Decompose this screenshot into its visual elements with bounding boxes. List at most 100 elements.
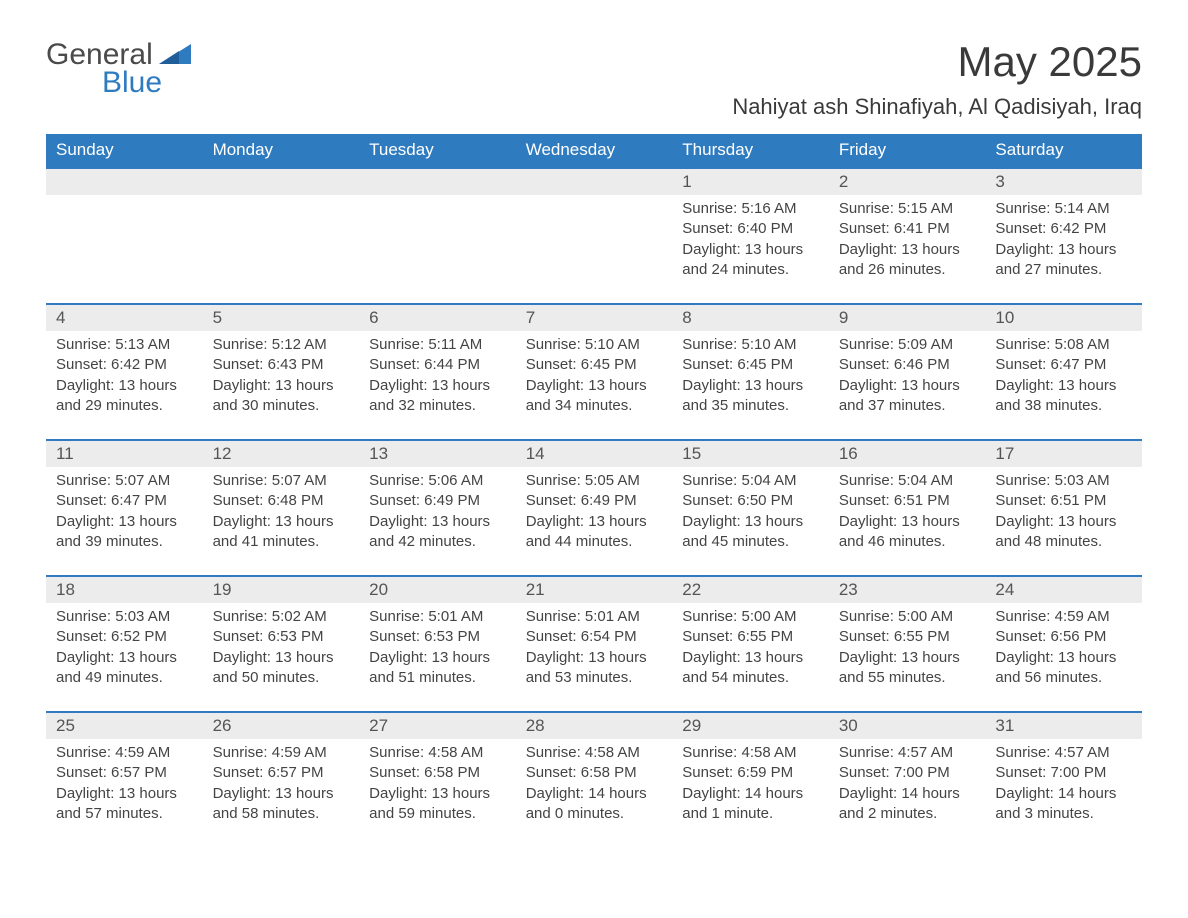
day-cell: Sunrise: 5:10 AMSunset: 6:45 PMDaylight:… — [672, 331, 829, 439]
day-detail-line: Sunset: 6:48 PM — [213, 491, 350, 511]
day-number: 31 — [985, 713, 1142, 739]
weekday-label: Sunday — [46, 134, 203, 167]
day-detail-line: and 59 minutes. — [369, 804, 506, 824]
day-detail-line: Sunset: 6:54 PM — [526, 627, 663, 647]
day-number: 6 — [359, 305, 516, 331]
day-cell: Sunrise: 5:00 AMSunset: 6:55 PMDaylight:… — [829, 603, 986, 711]
day-detail-line: Daylight: 13 hours — [213, 512, 350, 532]
day-cell — [203, 195, 360, 303]
day-detail-line: Sunset: 6:58 PM — [526, 763, 663, 783]
day-detail-line: and 42 minutes. — [369, 532, 506, 552]
day-number: 7 — [516, 305, 673, 331]
day-detail-line: and 50 minutes. — [213, 668, 350, 688]
day-detail-line: and 24 minutes. — [682, 260, 819, 280]
day-cell: Sunrise: 5:06 AMSunset: 6:49 PMDaylight:… — [359, 467, 516, 575]
day-cell: Sunrise: 5:03 AMSunset: 6:51 PMDaylight:… — [985, 467, 1142, 575]
calendar-grid: SundayMondayTuesdayWednesdayThursdayFrid… — [46, 134, 1142, 847]
day-detail-line: Sunset: 6:40 PM — [682, 219, 819, 239]
day-detail-line: Daylight: 13 hours — [369, 512, 506, 532]
day-detail-line: Sunset: 7:00 PM — [839, 763, 976, 783]
day-detail-line: Sunrise: 5:00 AM — [839, 607, 976, 627]
day-number: 14 — [516, 441, 673, 467]
day-detail-line: and 26 minutes. — [839, 260, 976, 280]
day-cell: Sunrise: 4:57 AMSunset: 7:00 PMDaylight:… — [985, 739, 1142, 847]
day-detail-line: Sunrise: 5:13 AM — [56, 335, 193, 355]
calendar-weeks: 123 Sunrise: 5:16 AMSunset: 6:40 PMDaylig… — [46, 167, 1142, 847]
day-detail-line: Daylight: 13 hours — [839, 240, 976, 260]
title-block: May 2025 Nahiyat ash Shinafiyah, Al Qadi… — [732, 40, 1142, 120]
day-number: 3 — [985, 169, 1142, 195]
day-number: 11 — [46, 441, 203, 467]
day-detail-line: and 3 minutes. — [995, 804, 1132, 824]
day-detail-line: Sunrise: 5:05 AM — [526, 471, 663, 491]
day-detail-line: and 29 minutes. — [56, 396, 193, 416]
day-detail-line: and 56 minutes. — [995, 668, 1132, 688]
day-cell: Sunrise: 5:10 AMSunset: 6:45 PMDaylight:… — [516, 331, 673, 439]
day-detail-line: and 54 minutes. — [682, 668, 819, 688]
day-detail-line: Sunset: 6:55 PM — [839, 627, 976, 647]
day-detail-line: Sunset: 6:47 PM — [995, 355, 1132, 375]
day-cell: Sunrise: 5:16 AMSunset: 6:40 PMDaylight:… — [672, 195, 829, 303]
day-detail-line: Sunset: 6:46 PM — [839, 355, 976, 375]
day-cell: Sunrise: 5:03 AMSunset: 6:52 PMDaylight:… — [46, 603, 203, 711]
day-number: 18 — [46, 577, 203, 603]
day-detail-line: Sunset: 6:49 PM — [369, 491, 506, 511]
day-detail-line: Daylight: 13 hours — [839, 512, 976, 532]
day-detail-line: Daylight: 13 hours — [56, 648, 193, 668]
day-detail-line: and 32 minutes. — [369, 396, 506, 416]
day-detail-line: Sunset: 7:00 PM — [995, 763, 1132, 783]
day-cell: Sunrise: 5:04 AMSunset: 6:51 PMDaylight:… — [829, 467, 986, 575]
day-number: 2 — [829, 169, 986, 195]
day-detail-line: and 30 minutes. — [213, 396, 350, 416]
day-detail-line: Sunset: 6:51 PM — [839, 491, 976, 511]
day-detail-line: Sunrise: 5:12 AM — [213, 335, 350, 355]
day-detail-line: Sunset: 6:51 PM — [995, 491, 1132, 511]
day-cell — [359, 195, 516, 303]
day-detail-line: and 48 minutes. — [995, 532, 1132, 552]
day-detail-line: Daylight: 13 hours — [213, 376, 350, 396]
day-detail-line: Sunrise: 4:59 AM — [56, 743, 193, 763]
day-number: 5 — [203, 305, 360, 331]
day-detail-line: Sunrise: 4:59 AM — [213, 743, 350, 763]
day-detail-line: Sunrise: 5:15 AM — [839, 199, 976, 219]
day-detail-line: Daylight: 13 hours — [369, 376, 506, 396]
week-body-row: Sunrise: 5:16 AMSunset: 6:40 PMDaylight:… — [46, 195, 1142, 303]
day-number: 10 — [985, 305, 1142, 331]
day-cell: Sunrise: 4:59 AMSunset: 6:56 PMDaylight:… — [985, 603, 1142, 711]
day-cell: Sunrise: 5:12 AMSunset: 6:43 PMDaylight:… — [203, 331, 360, 439]
day-number: 15 — [672, 441, 829, 467]
weekday-label: Tuesday — [359, 134, 516, 167]
calendar-week: 123 Sunrise: 5:16 AMSunset: 6:40 PMDaylig… — [46, 167, 1142, 303]
day-detail-line: Sunrise: 5:04 AM — [682, 471, 819, 491]
day-detail-line: Sunset: 6:44 PM — [369, 355, 506, 375]
day-detail-line: Daylight: 13 hours — [682, 648, 819, 668]
weekday-label: Saturday — [985, 134, 1142, 167]
weekday-label: Friday — [829, 134, 986, 167]
day-number: 13 — [359, 441, 516, 467]
day-number: 22 — [672, 577, 829, 603]
day-cell: Sunrise: 5:05 AMSunset: 6:49 PMDaylight:… — [516, 467, 673, 575]
week-body-row: Sunrise: 5:03 AMSunset: 6:52 PMDaylight:… — [46, 603, 1142, 711]
day-detail-line: Daylight: 13 hours — [682, 240, 819, 260]
day-cell: Sunrise: 5:14 AMSunset: 6:42 PMDaylight:… — [985, 195, 1142, 303]
day-cell: Sunrise: 4:58 AMSunset: 6:58 PMDaylight:… — [516, 739, 673, 847]
day-cell: Sunrise: 5:07 AMSunset: 6:47 PMDaylight:… — [46, 467, 203, 575]
day-cell: Sunrise: 5:02 AMSunset: 6:53 PMDaylight:… — [203, 603, 360, 711]
day-detail-line: Sunset: 6:47 PM — [56, 491, 193, 511]
day-detail-line: and 37 minutes. — [839, 396, 976, 416]
day-detail-line: Sunrise: 5:07 AM — [56, 471, 193, 491]
day-detail-line: Sunrise: 5:09 AM — [839, 335, 976, 355]
day-detail-line: and 51 minutes. — [369, 668, 506, 688]
day-detail-line: and 27 minutes. — [995, 260, 1132, 280]
weekday-label: Thursday — [672, 134, 829, 167]
calendar-weekday-header: SundayMondayTuesdayWednesdayThursdayFrid… — [46, 134, 1142, 167]
day-detail-line: and 45 minutes. — [682, 532, 819, 552]
day-detail-line: Daylight: 13 hours — [995, 512, 1132, 532]
day-number: 1 — [672, 169, 829, 195]
brand-logo: General Blue — [46, 40, 191, 98]
calendar-week: 11121314151617Sunrise: 5:07 AMSunset: 6:… — [46, 439, 1142, 575]
day-cell: Sunrise: 5:04 AMSunset: 6:50 PMDaylight:… — [672, 467, 829, 575]
day-detail-line: Sunrise: 5:01 AM — [526, 607, 663, 627]
day-detail-line: Daylight: 14 hours — [682, 784, 819, 804]
day-cell: Sunrise: 5:08 AMSunset: 6:47 PMDaylight:… — [985, 331, 1142, 439]
